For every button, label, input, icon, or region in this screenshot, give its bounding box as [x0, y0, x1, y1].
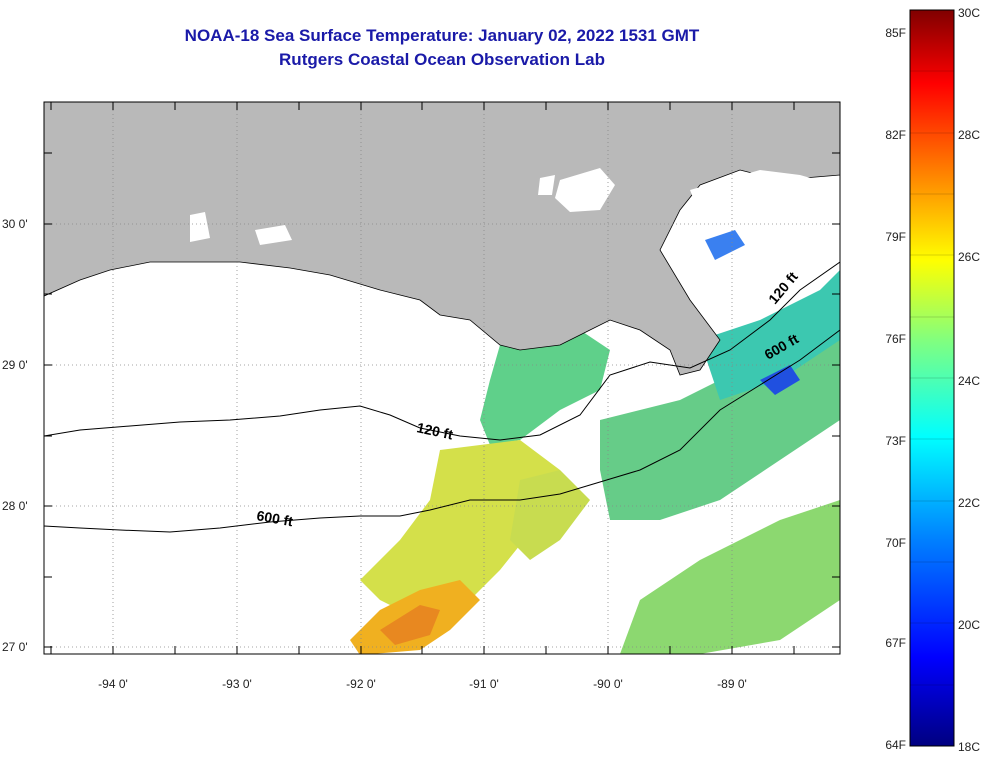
lon-label: -91 0' — [469, 677, 499, 691]
lon-label: -89 0' — [717, 677, 747, 691]
map-title: NOAA-18 Sea Surface Temperature: January… — [184, 26, 700, 45]
colorbar-f-label: 82F — [885, 128, 906, 142]
marsh-2 — [190, 212, 210, 242]
sst-data-layer — [350, 230, 840, 654]
contour-labels: 120 ft 600 ft 120 ft 600 ft — [255, 268, 801, 529]
bathymetry-contours — [44, 261, 840, 533]
map-frame — [43, 101, 841, 655]
colorbar-bands — [910, 70, 954, 686]
sst-patch-central-yellow — [360, 440, 560, 620]
colorbar — [909, 9, 955, 747]
map-subtitle: Rutgers Coastal Ocean Observation Lab — [279, 50, 605, 69]
lat-label: 30 0' — [2, 217, 28, 231]
colorbar-c-label: 26C — [958, 250, 981, 264]
colorbar-f-label: 73F — [885, 434, 906, 448]
sst-patch-blue-spot-2 — [705, 230, 745, 260]
lake-1 — [555, 168, 615, 212]
contour-label: 120 ft — [415, 419, 454, 442]
colorbar-c-label: 24C — [958, 374, 981, 388]
colorbar-f-label: 85F — [885, 26, 906, 40]
contour-600ft-west — [44, 329, 840, 533]
lat-label: 29 0' — [2, 358, 28, 372]
lon-label: -93 0' — [222, 677, 252, 691]
colorbar-c-label: 28C — [958, 128, 981, 142]
lat-label: 28 0' — [2, 499, 28, 513]
lon-label: -90 0' — [593, 677, 623, 691]
sst-patch-hot-core — [380, 605, 440, 645]
sst-patch-yellow-streak — [510, 470, 590, 560]
colorbar-c-label: 20C — [958, 618, 981, 632]
frame-ticks — [44, 102, 840, 654]
lon-label: -94 0' — [98, 677, 128, 691]
lon-label: -92 0' — [346, 677, 376, 691]
sst-patch-east-teal — [700, 270, 840, 400]
colorbar-c-label: 30C — [958, 6, 981, 20]
marsh-1 — [255, 225, 292, 245]
colorbar-c-label: 18C — [958, 740, 981, 754]
graticule — [44, 102, 840, 654]
contour-120ft-west — [44, 261, 840, 441]
sst-patch-southeast-green — [620, 500, 840, 654]
lake-2 — [538, 175, 555, 195]
colorbar-f-label: 67F — [885, 636, 906, 650]
colorbar-f-label: 79F — [885, 230, 906, 244]
colorbar-f-label: 70F — [885, 536, 906, 550]
contour-label: 600 ft — [255, 507, 294, 529]
lat-label: 27 0' — [2, 640, 28, 654]
colorbar-f-label: 64F — [885, 738, 906, 752]
marsh-3 — [690, 170, 835, 230]
sst-patch-nearshore-green — [480, 330, 610, 445]
sst-patch-blue-spot-1 — [760, 365, 800, 395]
axis-labels: 30 0' 29 0' 28 0' 27 0' -94 0' -93 0' -9… — [2, 217, 747, 691]
colorbar-c-label: 22C — [958, 496, 981, 510]
colorbar-f-label: 76F — [885, 332, 906, 346]
